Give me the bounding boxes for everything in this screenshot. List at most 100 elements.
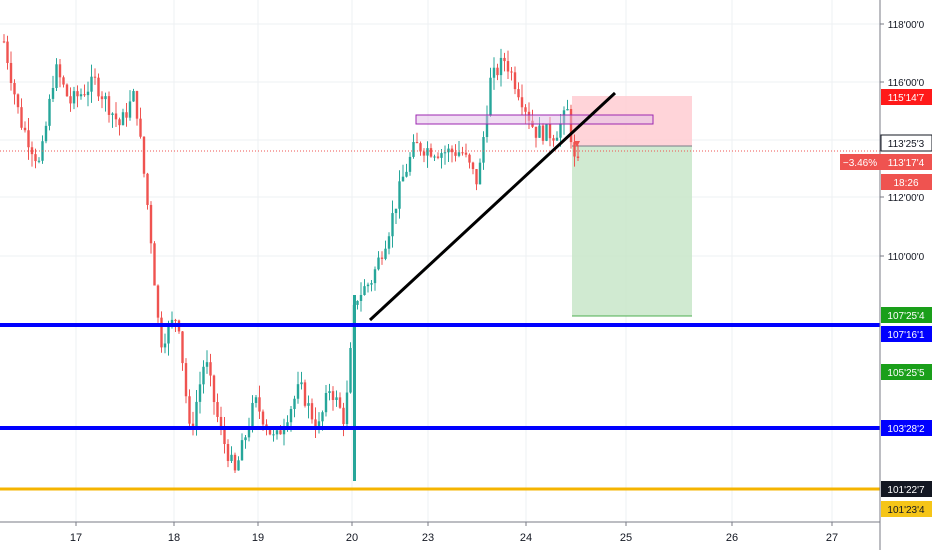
candle-body — [457, 152, 461, 156]
candle-body — [90, 76, 93, 92]
candle-body — [128, 101, 132, 118]
candle-body — [559, 123, 562, 138]
candle-body — [149, 204, 153, 244]
candle-body — [62, 77, 65, 85]
candle-body — [156, 285, 160, 318]
candle-body — [436, 156, 440, 158]
candle-body — [55, 64, 58, 88]
candle-body — [317, 421, 321, 430]
candle-body — [422, 151, 426, 156]
candle-body — [345, 392, 349, 425]
candle-body — [387, 236, 391, 249]
candle-body — [188, 396, 191, 424]
candle-body — [300, 382, 303, 385]
candle-body — [202, 366, 205, 385]
candle-body — [489, 77, 492, 116]
candle-body — [233, 454, 237, 471]
candle-body — [76, 91, 79, 97]
candle-body — [258, 397, 261, 412]
candle-body — [244, 437, 247, 441]
candle-body — [573, 142, 576, 157]
candle-body — [391, 213, 394, 237]
candle-body — [268, 428, 272, 435]
candle-body — [226, 444, 230, 461]
candle-body — [538, 125, 541, 138]
x-tick-label: 27 — [826, 532, 838, 544]
candle-body — [237, 460, 240, 471]
candle-body — [349, 347, 352, 393]
candle-body — [468, 154, 471, 163]
candle-body — [184, 363, 188, 397]
candle-body — [492, 67, 496, 78]
y-tick-label: 110'00'0 — [888, 252, 925, 263]
change-badge — [840, 154, 881, 170]
price-badge — [881, 307, 932, 323]
candle-body — [454, 152, 457, 156]
candle-body — [566, 109, 569, 111]
candle-body — [503, 57, 506, 62]
candle-body — [394, 208, 398, 214]
candle-body — [9, 62, 13, 83]
candle-body — [23, 127, 27, 131]
candle-body — [132, 91, 135, 102]
candle-body — [321, 412, 324, 422]
price-badge-label: 107'25'4 — [887, 311, 925, 322]
y-tick-label: 116'00'0 — [888, 78, 925, 89]
candle-body — [482, 137, 485, 163]
candle-body — [104, 96, 107, 100]
y-tick-label: 118'00'0 — [888, 20, 925, 31]
price-badge — [881, 364, 932, 380]
candle-body — [247, 427, 251, 438]
candle-body — [440, 153, 443, 158]
candle-body — [419, 143, 422, 152]
price-badge — [881, 174, 932, 190]
candle-body — [174, 319, 177, 321]
candle-body — [353, 295, 356, 481]
candle-body — [107, 96, 111, 115]
candle-body — [447, 148, 450, 153]
candle-body — [167, 325, 170, 344]
price-badge — [881, 154, 932, 170]
candle-body — [496, 67, 499, 76]
candle-body — [464, 152, 468, 155]
price-badge — [881, 89, 932, 105]
candle-body — [139, 118, 142, 137]
trend-line[interactable] — [368, 91, 617, 322]
x-tick-label: 24 — [520, 532, 532, 544]
price-badge — [881, 326, 932, 342]
candle-body — [142, 136, 146, 174]
candle-body — [377, 257, 380, 270]
change-badge-label: −3.46% — [843, 158, 877, 169]
candle-body — [471, 162, 475, 170]
candle-body — [181, 331, 184, 364]
candle-body — [415, 142, 419, 144]
price-badge-label: 103'28'2 — [887, 424, 925, 435]
candle-body — [34, 154, 37, 162]
candle-body — [310, 403, 314, 420]
candle-body — [261, 411, 265, 425]
candle-body — [48, 98, 51, 126]
candle-body — [146, 173, 149, 205]
candle-body — [408, 156, 412, 172]
resistance-rectangle[interactable] — [415, 114, 654, 125]
candle-body — [307, 403, 310, 406]
candle-body — [111, 113, 114, 115]
candle-body — [219, 416, 223, 429]
candle-body — [405, 171, 408, 177]
candle-body — [499, 57, 503, 76]
price-badge-label: 101'23'4 — [887, 505, 925, 516]
candle-body — [163, 343, 167, 348]
candle-body — [16, 94, 20, 108]
candle-body — [328, 391, 331, 393]
candle-body — [97, 77, 100, 97]
candle-body — [342, 407, 345, 425]
candle-body — [401, 176, 405, 182]
candle-body — [191, 423, 195, 427]
candle-body — [524, 107, 527, 112]
candle-body — [58, 64, 62, 78]
candle-body — [506, 61, 510, 72]
candle-body — [30, 147, 34, 155]
price-badge-label: 101'22'7 — [887, 485, 925, 496]
